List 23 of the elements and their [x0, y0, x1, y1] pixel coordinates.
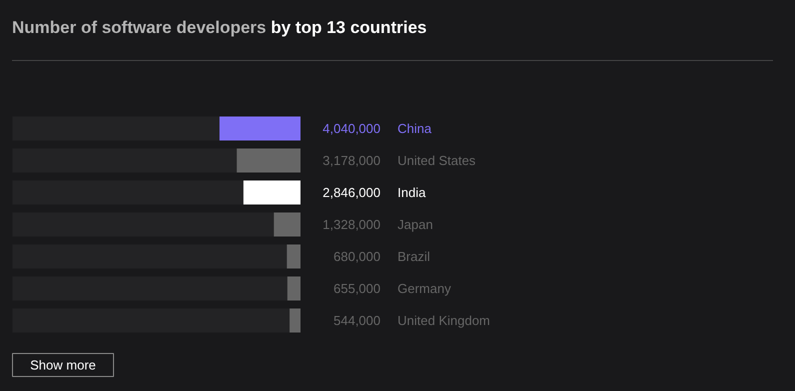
y-tick-label: United States — [398, 153, 476, 168]
bar — [236, 148, 300, 172]
text: Show more — [30, 358, 96, 372]
y-tick-label: India — [398, 185, 426, 200]
y-tick-label: Germany — [398, 281, 452, 296]
bar — [290, 308, 300, 332]
bar — [243, 180, 300, 204]
data-label: 680,000 — [334, 249, 381, 264]
data-label: 2,846,000 — [322, 185, 381, 200]
bar — [287, 276, 300, 300]
bar — [274, 212, 300, 236]
chart-title: Number of software developers — [12, 18, 266, 37]
data-label: 3,178,000 — [322, 153, 381, 168]
data-label: 544,000 — [334, 313, 381, 328]
data-label: 655,000 — [334, 281, 381, 296]
y-tick-label: United Kingdom — [398, 313, 490, 328]
y-tick-label: China — [398, 121, 432, 136]
y-tick-label: Brazil — [398, 249, 430, 264]
data-label: 4,040,000 — [322, 121, 381, 136]
bar — [286, 244, 300, 268]
data-label: 1,328,000 — [322, 217, 381, 232]
y-tick-label: Japan — [398, 217, 433, 232]
text: by top 13 countries — [270, 18, 427, 37]
